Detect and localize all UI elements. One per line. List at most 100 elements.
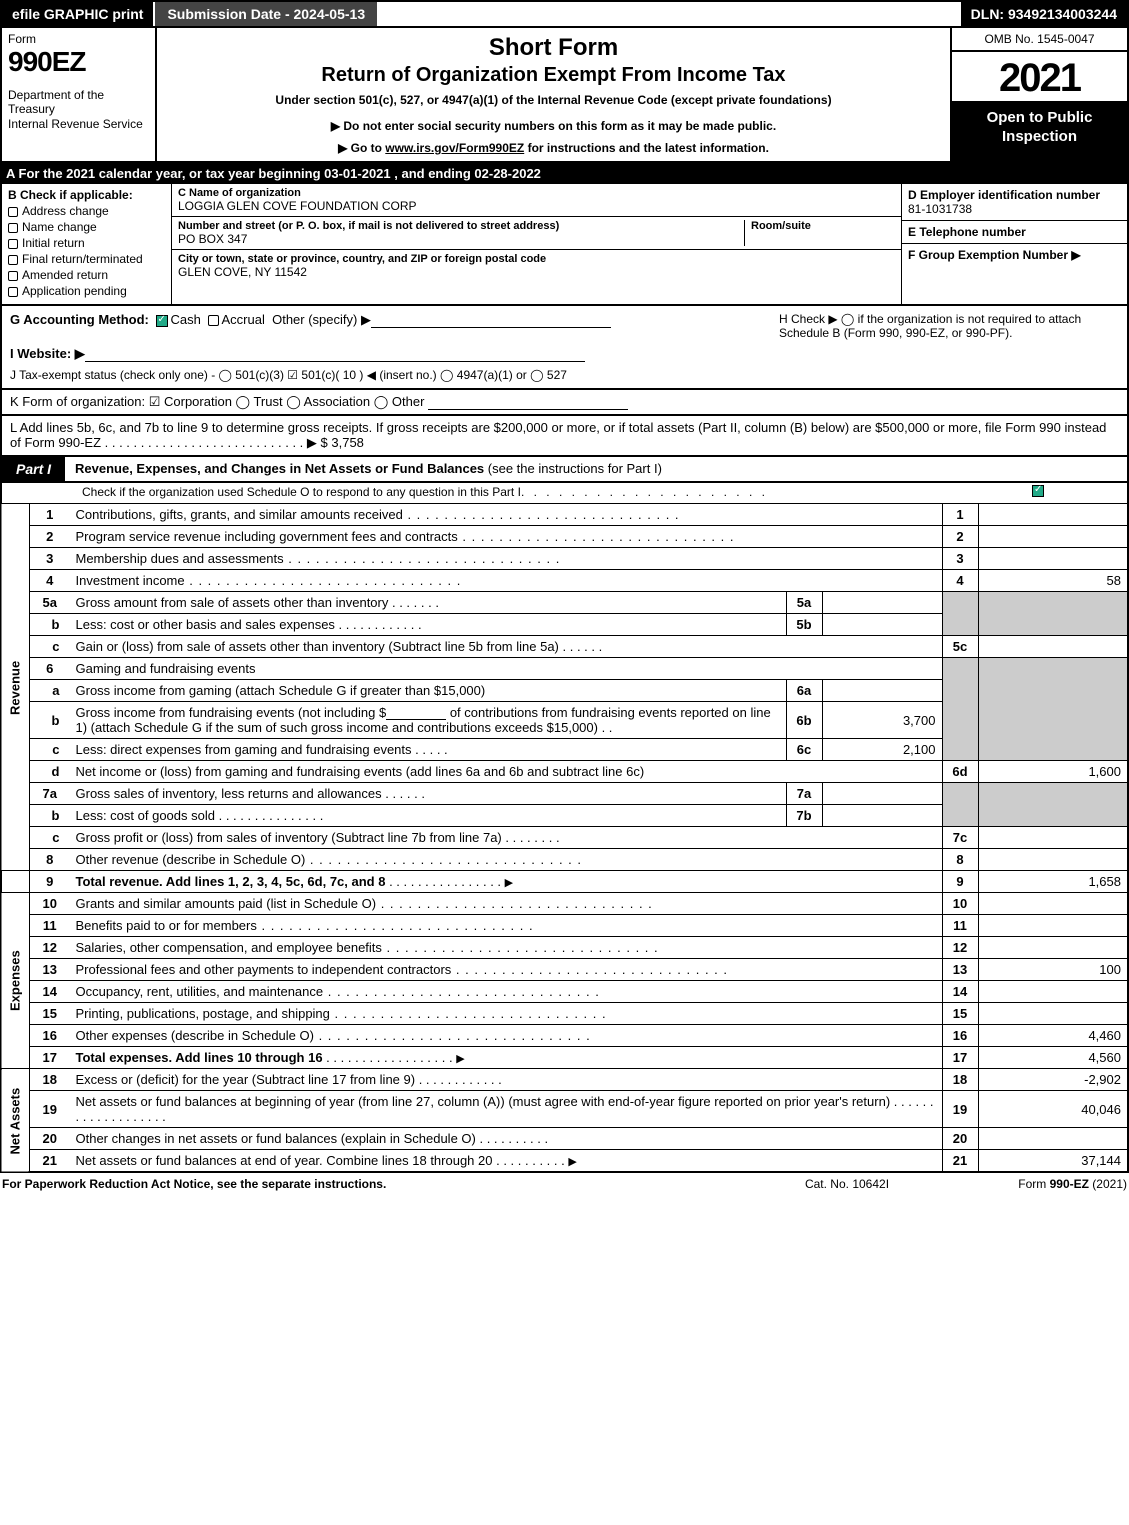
line-l: L Add lines 5b, 6c, and 7b to line 9 to … xyxy=(0,416,1129,457)
line-4-value: 58 xyxy=(978,570,1128,592)
chk-accrual[interactable] xyxy=(208,315,219,326)
part-1-title: Revenue, Expenses, and Changes in Net As… xyxy=(65,457,1127,481)
line-10-desc: Grants and similar amounts paid (list in… xyxy=(70,893,943,915)
section-b: B Check if applicable: Address change Na… xyxy=(2,184,172,304)
chk-final-return[interactable]: Final return/terminated xyxy=(8,252,165,266)
link-suffix: for instructions and the latest informat… xyxy=(524,141,769,155)
line-5a-desc: Gross amount from sale of assets other t… xyxy=(70,592,787,614)
section-b-to-f: B Check if applicable: Address change Na… xyxy=(0,184,1129,306)
line-5b-value xyxy=(822,614,942,636)
line-21-value: 37,144 xyxy=(978,1150,1128,1173)
line-9-desc: Total revenue. Add lines 1, 2, 3, 4, 5c,… xyxy=(70,871,943,893)
line-6b-value: 3,700 xyxy=(822,702,942,739)
org-street-row: Number and street (or P. O. box, if mail… xyxy=(172,217,901,250)
line-5c-desc: Gain or (loss) from sale of assets other… xyxy=(70,636,943,658)
form-title-long: Return of Organization Exempt From Incom… xyxy=(165,64,942,87)
line-13-desc: Professional fees and other payments to … xyxy=(70,959,943,981)
line-6a-value xyxy=(822,680,942,702)
line-1-desc: Contributions, gifts, grants, and simila… xyxy=(70,504,943,526)
open-public-badge: Open to Public Inspection xyxy=(952,103,1127,161)
line-6-desc: Gaming and fundraising events xyxy=(70,658,943,680)
line-15-value xyxy=(978,1003,1128,1025)
line-6d-value: 1,600 xyxy=(978,761,1128,783)
irs-link[interactable]: www.irs.gov/Form990EZ xyxy=(385,141,524,155)
line-16-value: 4,460 xyxy=(978,1025,1128,1047)
topbar-spacer xyxy=(379,2,961,26)
line-7c-desc: Gross profit or (loss) from sales of inv… xyxy=(70,827,943,849)
part-1-header: Part I Revenue, Expenses, and Changes in… xyxy=(0,457,1129,483)
line-j: J Tax-exempt status (check only one) - ◯… xyxy=(10,368,1119,382)
part-1-tab: Part I xyxy=(2,457,65,481)
line-7b-value xyxy=(822,805,942,827)
chk-address-change[interactable]: Address change xyxy=(8,204,165,218)
dln-label: DLN: 93492134003244 xyxy=(961,2,1127,26)
section-def: D Employer identification number 81-1031… xyxy=(902,184,1127,304)
ssn-notice: ▶ Do not enter social security numbers o… xyxy=(165,119,942,133)
other-method-input[interactable] xyxy=(371,314,611,328)
line-9-value: 1,658 xyxy=(978,871,1128,893)
line-i: I Website: ▶ xyxy=(10,346,1119,362)
line-19-desc: Net assets or fund balances at beginning… xyxy=(70,1091,943,1128)
form-number: 990EZ xyxy=(8,46,149,78)
section-c: C Name of organization LOGGIA GLEN COVE … xyxy=(172,184,902,304)
room-label: Room/suite xyxy=(751,220,895,232)
line-16-desc: Other expenses (describe in Schedule O) xyxy=(70,1025,943,1047)
net-assets-side-label: Net Assets xyxy=(1,1069,30,1173)
line-13-value: 100 xyxy=(978,959,1128,981)
line-20-desc: Other changes in net assets or fund bala… xyxy=(70,1128,943,1150)
section-f: F Group Exemption Number ▶ xyxy=(902,244,1127,304)
expenses-side-label: Expenses xyxy=(1,893,30,1069)
chk-initial-return[interactable]: Initial return xyxy=(8,236,165,250)
line-11-desc: Benefits paid to or for members xyxy=(70,915,943,937)
chk-application-pending[interactable]: Application pending xyxy=(8,284,165,298)
chk-amended-return[interactable]: Amended return xyxy=(8,268,165,282)
line-1-value xyxy=(978,504,1128,526)
street-label: Number and street (or P. O. box, if mail… xyxy=(178,220,738,232)
org-city-row: City or town, state or province, country… xyxy=(172,250,901,282)
line-21-desc: Net assets or fund balances at end of ye… xyxy=(70,1150,943,1173)
section-e: E Telephone number xyxy=(902,221,1127,244)
part-1-checkline: Check if the organization used Schedule … xyxy=(0,483,1129,503)
gross-receipts-value: 3,758 xyxy=(331,435,364,450)
org-name-row: C Name of organization LOGGIA GLEN COVE … xyxy=(172,184,901,217)
line-5c-value xyxy=(978,636,1128,658)
form-title-short: Short Form xyxy=(165,34,942,62)
line-5b-desc: Less: cost or other basis and sales expe… xyxy=(70,614,787,636)
city-label: City or town, state or province, country… xyxy=(178,253,895,265)
telephone-label: E Telephone number xyxy=(908,225,1121,239)
form-org-other-input[interactable] xyxy=(428,396,628,410)
line-2-value xyxy=(978,526,1128,548)
chk-cash[interactable] xyxy=(156,315,168,327)
group-exemption-label: F Group Exemption Number ▶ xyxy=(908,248,1121,262)
form-subtitle: Under section 501(c), 527, or 4947(a)(1)… xyxy=(165,93,942,107)
omb-number: OMB No. 1545-0047 xyxy=(952,28,1127,52)
line-k: K Form of organization: ☑ Corporation ◯ … xyxy=(0,390,1129,416)
revenue-side-label: Revenue xyxy=(1,504,30,871)
line-6a-desc: Gross income from gaming (attach Schedul… xyxy=(70,680,787,702)
line-7a-desc: Gross sales of inventory, less returns a… xyxy=(70,783,787,805)
line-7c-value xyxy=(978,827,1128,849)
website-input[interactable] xyxy=(85,348,585,362)
line-14-value xyxy=(978,981,1128,1003)
chk-schedule-o[interactable] xyxy=(1032,485,1044,497)
ein-value: 81-1031738 xyxy=(908,202,1121,216)
form-word: Form xyxy=(8,32,149,46)
line-11-value xyxy=(978,915,1128,937)
line-6c-desc: Less: direct expenses from gaming and fu… xyxy=(70,739,787,761)
chk-name-change[interactable]: Name change xyxy=(8,220,165,234)
line-10-value xyxy=(978,893,1128,915)
ein-label: D Employer identification number xyxy=(908,188,1121,202)
line-3-desc: Membership dues and assessments xyxy=(70,548,943,570)
line-h: H Check ▶ ◯ if the organization is not r… xyxy=(779,312,1119,340)
line-2-desc: Program service revenue including govern… xyxy=(70,526,943,548)
line-7b-desc: Less: cost of goods sold . . . . . . . .… xyxy=(70,805,787,827)
line-12-desc: Salaries, other compensation, and employ… xyxy=(70,937,943,959)
form-title-block: Short Form Return of Organization Exempt… xyxy=(157,28,952,161)
header-right-block: OMB No. 1545-0047 2021 Open to Public In… xyxy=(952,28,1127,161)
footer-left: For Paperwork Reduction Act Notice, see … xyxy=(2,1177,747,1191)
section-b-heading: B Check if applicable: xyxy=(8,188,165,202)
city-value: GLEN COVE, NY 11542 xyxy=(178,265,895,279)
line-15-desc: Printing, publications, postage, and shi… xyxy=(70,1003,943,1025)
efile-print-label[interactable]: efile GRAPHIC print xyxy=(2,2,153,26)
department-label: Department of the Treasury Internal Reve… xyxy=(8,88,149,131)
